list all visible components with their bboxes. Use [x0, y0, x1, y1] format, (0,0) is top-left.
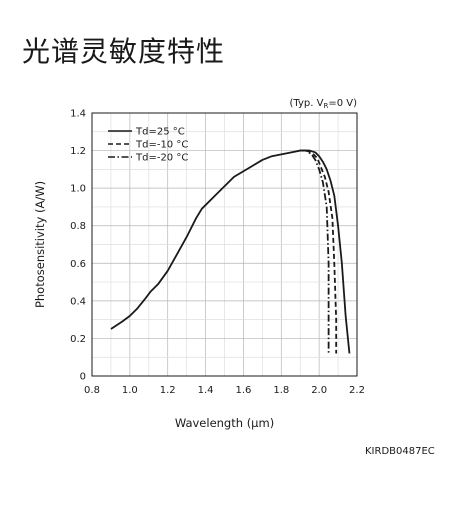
- x-tick-label: 2.0: [311, 385, 327, 396]
- y-tick-label: 0.6: [70, 259, 86, 270]
- series-line-2: [305, 149, 338, 354]
- y-tick-label: 1.0: [70, 184, 86, 195]
- y-tick-label: 1.2: [70, 146, 86, 157]
- x-axis-label: Wavelength (μm): [175, 416, 274, 430]
- y-tick-label: 0.8: [70, 221, 86, 232]
- condition-subscript: R: [323, 102, 328, 110]
- x-tick-label: 2.2: [349, 385, 365, 396]
- legend-label: Td=-10 °C: [135, 140, 188, 151]
- plot-frame: [91, 112, 358, 377]
- page-title: 光谱灵敏度特性: [22, 35, 226, 68]
- x-tick-label: 1.4: [198, 385, 214, 396]
- condition-suffix: =0 V): [328, 98, 357, 109]
- legend-label: Td=-20 °C: [135, 153, 188, 164]
- measurement-condition: (Typ. VR=0 V): [290, 98, 358, 110]
- figure-code: KIRDB0487EC: [365, 446, 435, 457]
- series-line-1: [110, 149, 351, 354]
- legend: Td=25 °C Td=-10 °C Td=-20 °C: [108, 127, 188, 164]
- series-line-3: [300, 149, 330, 354]
- y-axis-label: Photosensitivity (A/W): [33, 181, 47, 308]
- plot-series: [110, 149, 351, 354]
- x-tick-label: 1.2: [160, 385, 176, 396]
- legend-label: Td=25 °C: [135, 127, 185, 138]
- y-tick-label: 1.4: [70, 109, 86, 120]
- x-tick-label: 1.8: [273, 385, 289, 396]
- x-tick-label: 1.0: [122, 385, 138, 396]
- axis-ticks: 0.8 1.0 1.2 1.4 1.6 1.8 2.0 2.2 0 0.2 0.4 0.6 0.8 1.0…: [70, 109, 365, 397]
- y-tick-label: 0: [80, 372, 86, 383]
- x-tick-label: 0.8: [84, 385, 100, 396]
- y-tick-label: 0.4: [70, 296, 86, 307]
- condition-prefix: (Typ. V: [290, 98, 324, 109]
- y-tick-label: 0.2: [70, 334, 86, 345]
- plot-grid: [91, 112, 358, 377]
- x-tick-label: 1.6: [235, 385, 251, 396]
